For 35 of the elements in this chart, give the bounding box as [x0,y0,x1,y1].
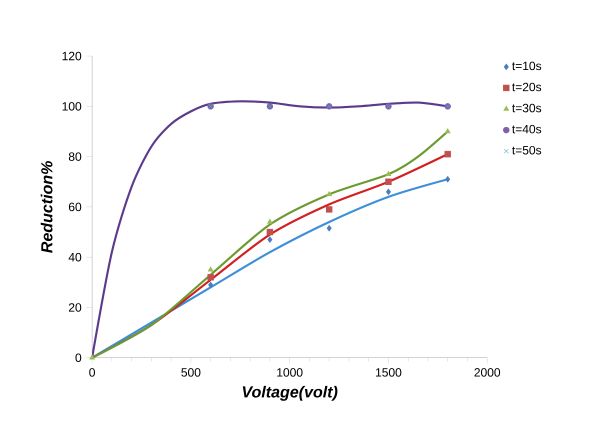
point [208,282,214,288]
point [326,206,332,213]
point [445,176,450,183]
x-tick-label: 500 [181,368,200,377]
x-tick-label: 1500 [376,368,402,377]
y-tick-label: 60 [68,202,82,212]
point [385,178,392,186]
point [266,229,274,236]
y-tick-label: 100 [62,102,82,111]
y-axis-title: Reduction% [40,161,52,254]
y-tick-label: 20 [68,303,82,312]
point [444,151,451,158]
y-tick-label: 40 [68,253,82,262]
legend-label: t=20s [512,82,542,92]
x-axis-title: Voltage(volt) [242,386,338,402]
y-tick-label: 0 [75,354,82,362]
y-tick-label: 120 [62,52,82,61]
point [386,171,392,176]
point [386,188,391,196]
legend-label: t=10s [512,62,542,70]
point [267,219,273,224]
x-tick-label: 2000 [474,368,500,377]
point [207,274,214,281]
legend-label: t=30s [512,104,542,113]
legend-label: t=50s [512,146,542,155]
point [326,191,332,196]
x-tick-label: 1000 [277,368,303,377]
legend-label: t=40s [512,125,542,134]
x-tick-label: 0 [89,368,95,377]
y-tick-label: 80 [68,152,82,162]
point [326,225,332,232]
point [208,266,214,272]
point [444,128,451,134]
point [89,354,95,360]
point [267,236,272,244]
